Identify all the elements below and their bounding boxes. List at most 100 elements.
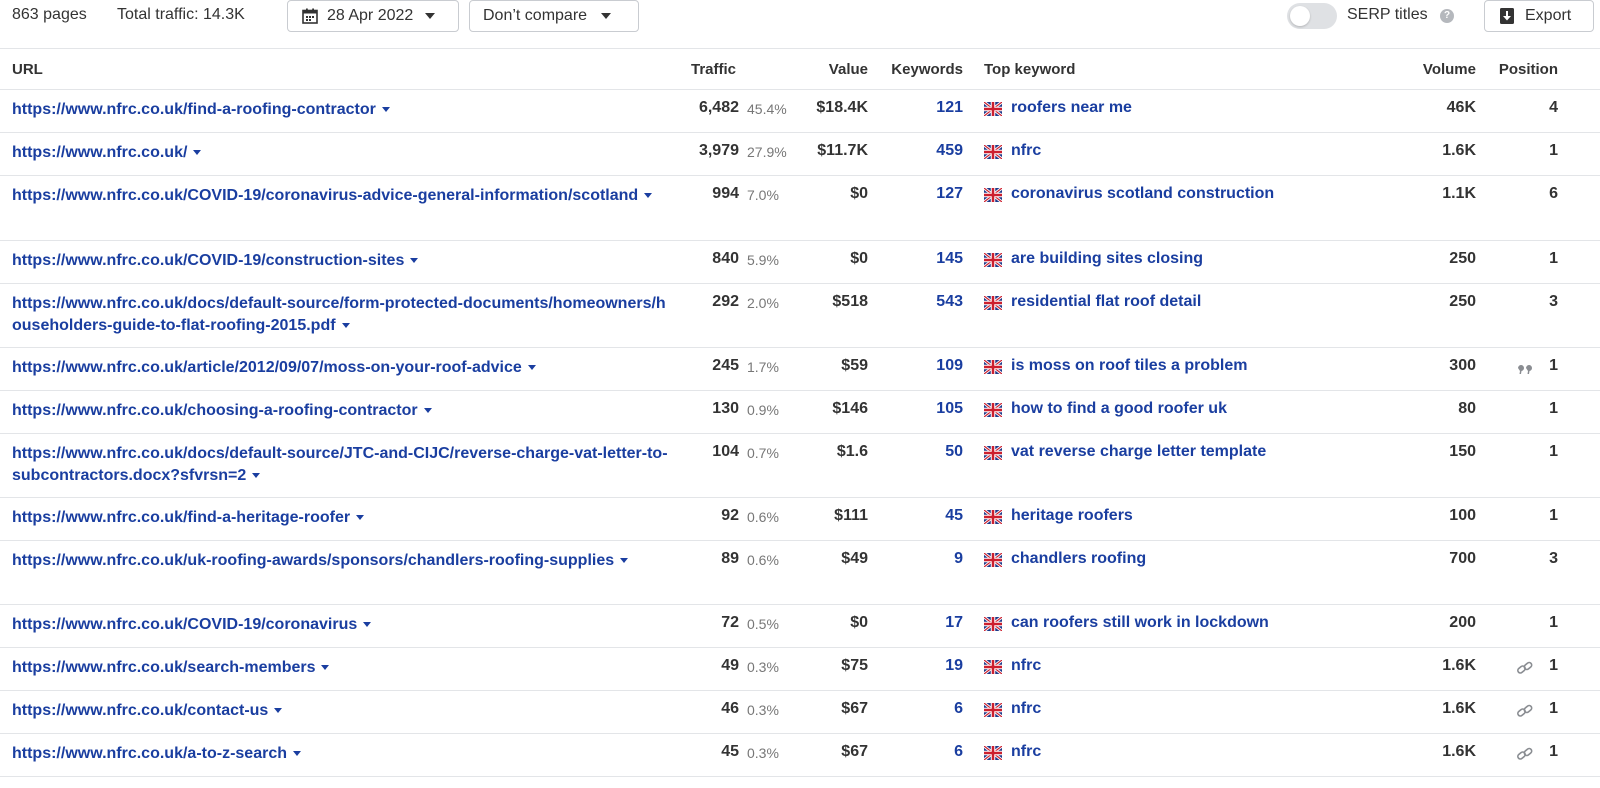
- column-traffic[interactable]: Traffic: [691, 61, 737, 78]
- top-keyword-link[interactable]: vat reverse charge letter template: [1011, 443, 1267, 460]
- chevron-down-icon[interactable]: [356, 515, 365, 521]
- chevron-down-icon[interactable]: [293, 751, 301, 757]
- top-keyword-link[interactable]: heritage roofers: [1011, 507, 1133, 524]
- keywords-count-link[interactable]: 17: [945, 614, 963, 631]
- position-value: 6: [1549, 185, 1558, 202]
- chevron-down-icon[interactable]: [274, 708, 283, 714]
- page-url-link[interactable]: https://www.nfrc.co.uk/: [12, 142, 672, 164]
- column-volume[interactable]: Volume: [1422, 61, 1476, 78]
- help-icon[interactable]: ?: [1440, 9, 1454, 23]
- page-url-link[interactable]: https://www.nfrc.co.uk/docs/default-sour…: [12, 443, 672, 487]
- chevron-down-icon[interactable]: [527, 365, 536, 371]
- keywords-count-link[interactable]: 543: [936, 293, 963, 310]
- compare-dropdown[interactable]: Don’t compare: [469, 0, 639, 32]
- date-picker-button[interactable]: 28 Apr 2022: [287, 0, 459, 32]
- chevron-down-icon[interactable]: [193, 150, 202, 156]
- serp-titles-toggle[interactable]: [1287, 3, 1337, 29]
- position-value: 1: [1549, 507, 1558, 524]
- page-url-link[interactable]: https://www.nfrc.co.uk/choosing-a-roofin…: [12, 400, 672, 422]
- keywords-count-link[interactable]: 105: [936, 400, 963, 417]
- traffic-value-usd: $67: [841, 743, 868, 760]
- top-keyword-link[interactable]: nfrc: [1011, 657, 1042, 674]
- top-keyword-link[interactable]: nfrc: [1011, 142, 1042, 159]
- page-url-link[interactable]: https://www.nfrc.co.uk/a-to-z-search: [12, 743, 672, 765]
- table-row: https://www.nfrc.co.uk/contact-us 46 0.3…: [0, 691, 1600, 734]
- chevron-down-icon[interactable]: [321, 665, 330, 671]
- traffic-value: 46: [721, 700, 739, 717]
- export-label: Export: [1525, 7, 1572, 24]
- traffic-share: 7.0%: [747, 187, 779, 203]
- page-url-text: https://www.nfrc.co.uk/docs/default-sour…: [12, 445, 668, 484]
- traffic-value: 245: [712, 357, 739, 374]
- page-url-link[interactable]: https://www.nfrc.co.uk/COVID-19/coronavi…: [12, 614, 672, 636]
- keywords-count-link[interactable]: 145: [936, 250, 963, 267]
- position-value: 1: [1549, 657, 1558, 674]
- keywords-count-link[interactable]: 6: [954, 700, 963, 717]
- top-keyword-link[interactable]: residential flat roof detail: [1011, 293, 1202, 310]
- page-url-link[interactable]: https://www.nfrc.co.uk/find-a-heritage-r…: [12, 507, 672, 529]
- top-keyword-link[interactable]: is moss on roof tiles a problem: [1011, 357, 1248, 374]
- keywords-count-link[interactable]: 50: [945, 443, 963, 460]
- page-url-link[interactable]: https://www.nfrc.co.uk/search-members: [12, 657, 672, 679]
- page-url-text: https://www.nfrc.co.uk/find-a-roofing-co…: [12, 101, 376, 118]
- chevron-down-icon[interactable]: [620, 558, 629, 564]
- keywords-count-link[interactable]: 45: [945, 507, 963, 524]
- chevron-down-icon: [425, 13, 436, 19]
- traffic-value-usd: $67: [841, 700, 868, 717]
- keywords-count-link[interactable]: 9: [954, 550, 963, 567]
- page-url-link[interactable]: https://www.nfrc.co.uk/uk-roofing-awards…: [12, 550, 672, 572]
- chevron-down-icon[interactable]: [341, 323, 350, 329]
- top-keyword-link[interactable]: can roofers still work in lockdown: [1011, 614, 1269, 631]
- page-url-link[interactable]: https://www.nfrc.co.uk/article/2012/09/0…: [12, 357, 672, 379]
- column-position[interactable]: Position: [1498, 61, 1558, 78]
- page-url-text: https://www.nfrc.co.uk/COVID-19/coronavi…: [12, 616, 358, 633]
- column-keywords[interactable]: Keywords: [891, 61, 963, 78]
- keywords-count-link[interactable]: 6: [954, 743, 963, 760]
- top-keyword-link[interactable]: roofers near me: [1011, 99, 1132, 116]
- chevron-down-icon[interactable]: [252, 473, 261, 479]
- export-button[interactable]: Export: [1484, 0, 1594, 32]
- keywords-count-link[interactable]: 19: [945, 657, 963, 674]
- volume-value: 1.6K: [1442, 700, 1476, 717]
- table-header: URL Traffic Value Keywords Top keyword V…: [0, 48, 1600, 90]
- position-value: 1: [1549, 357, 1558, 374]
- page-url-link[interactable]: https://www.nfrc.co.uk/COVID-19/coronavi…: [12, 185, 672, 207]
- chevron-down-icon[interactable]: [644, 193, 653, 199]
- column-top-keyword[interactable]: Top keyword: [984, 61, 1076, 78]
- top-keyword-link[interactable]: how to find a good roofer uk: [1011, 400, 1227, 417]
- traffic-value-usd: $18.4K: [816, 99, 868, 116]
- keywords-count-link[interactable]: 109: [936, 357, 963, 374]
- page-url-link[interactable]: https://www.nfrc.co.uk/docs/default-sour…: [12, 293, 672, 337]
- traffic-share: 0.6%: [747, 509, 779, 525]
- date-label: 28 Apr 2022: [327, 7, 414, 24]
- top-keyword-link[interactable]: nfrc: [1011, 743, 1042, 760]
- table-row: https://www.nfrc.co.uk/docs/default-sour…: [0, 434, 1600, 498]
- chevron-down-icon[interactable]: [363, 622, 372, 628]
- keywords-count-link[interactable]: 121: [936, 99, 963, 116]
- top-keyword-link[interactable]: coronavirus scotland construction: [1011, 185, 1275, 202]
- chevron-down-icon[interactable]: [410, 258, 419, 264]
- quote-icon: [1518, 365, 1532, 374]
- table-row: https://www.nfrc.co.uk/a-to-z-search 45 …: [0, 734, 1600, 777]
- page-url-text: https://www.nfrc.co.uk/: [12, 144, 188, 161]
- traffic-share: 0.6%: [747, 552, 779, 568]
- uk-flag-icon: [984, 617, 1002, 631]
- top-keyword-link[interactable]: chandlers roofing: [1011, 550, 1147, 567]
- chevron-down-icon[interactable]: [423, 408, 432, 414]
- page-url-link[interactable]: https://www.nfrc.co.uk/find-a-roofing-co…: [12, 99, 672, 121]
- top-keyword-link[interactable]: nfrc: [1011, 700, 1042, 717]
- traffic-share: 27.9%: [747, 144, 787, 160]
- keywords-count-link[interactable]: 459: [936, 142, 963, 159]
- keywords-count-link[interactable]: 127: [936, 185, 963, 202]
- traffic-value-usd: $0: [850, 250, 868, 267]
- top-keyword-link[interactable]: are building sites closing: [1011, 250, 1204, 267]
- column-url[interactable]: URL: [12, 61, 43, 78]
- chevron-down-icon[interactable]: [381, 107, 390, 113]
- page-url-link[interactable]: https://www.nfrc.co.uk/COVID-19/construc…: [12, 250, 672, 272]
- column-value[interactable]: Value: [828, 61, 868, 78]
- traffic-share: 0.3%: [747, 702, 779, 718]
- page-url-text: https://www.nfrc.co.uk/a-to-z-search: [12, 745, 287, 762]
- volume-value: 1.1K: [1442, 185, 1476, 202]
- traffic-value-usd: $146: [832, 400, 868, 417]
- page-url-link[interactable]: https://www.nfrc.co.uk/contact-us: [12, 700, 672, 722]
